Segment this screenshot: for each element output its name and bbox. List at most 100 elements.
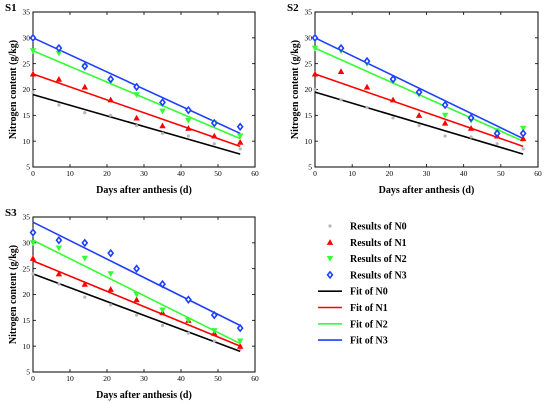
y-tick-label: 30 [305, 33, 313, 42]
y-tick-label: 35 [23, 213, 31, 222]
data-point [29, 33, 37, 43]
data-point [135, 124, 139, 128]
panel-title: S1 [5, 2, 17, 14]
series-n2 [29, 240, 244, 345]
y-tick-label: 10 [305, 137, 313, 146]
x-tick-label: 50 [214, 169, 222, 178]
x-tick-label: 20 [103, 374, 111, 383]
y-tick-label: 5 [26, 368, 30, 377]
data-point [81, 61, 89, 71]
data-point [55, 75, 63, 82]
x-axis-label: Days after anthesis (d) [96, 185, 192, 196]
data-point [443, 134, 447, 138]
data-point [210, 310, 218, 320]
data-point [109, 303, 113, 307]
data-point [389, 74, 397, 84]
legend-label: Fit of N2 [350, 319, 388, 330]
y-tick-label: 5 [26, 163, 30, 172]
x-tick-label: 40 [460, 169, 468, 178]
data-point [133, 92, 140, 98]
x-axis-label: Days after anthesis (d) [379, 185, 475, 196]
x-tick-label: 20 [386, 169, 394, 178]
x-tick-label: 40 [177, 374, 185, 383]
data-point [521, 147, 525, 151]
legend-entry: Fit of N0 [318, 287, 388, 298]
legend-label: Results of N0 [350, 222, 407, 233]
data-point [55, 245, 63, 252]
data-point [237, 338, 244, 345]
legend-label: Results of N2 [350, 254, 407, 265]
data-point [495, 142, 499, 146]
data-point [212, 339, 216, 343]
data-point [237, 139, 244, 145]
y-tick-label: 25 [23, 59, 31, 68]
data-point [238, 147, 242, 151]
legend: Results of N0 Results of N1 Results of N2 R… [318, 222, 407, 347]
data-point [339, 98, 343, 102]
x-tick-label: 50 [214, 374, 222, 383]
data-point [81, 83, 88, 90]
data-point [160, 323, 165, 328]
x-tick-label: 40 [177, 169, 185, 178]
x-tick-label: 0 [31, 374, 35, 383]
x-tick-label: 10 [348, 169, 356, 178]
y-tick-label: 5 [308, 163, 312, 172]
data-point [211, 132, 218, 139]
data-point [519, 125, 527, 132]
y-tick-label: 10 [23, 137, 31, 146]
series-n0 [313, 87, 525, 151]
data-point [337, 43, 345, 53]
data-point [415, 87, 423, 97]
legend-entry: Fit of N3 [318, 336, 388, 347]
panel-s1: 0 10 20 30 40 50 60 5 10 15 20 25 30 35 S1 Days after a… [5, 2, 259, 196]
data-point [83, 295, 87, 299]
fit-line-n1 [32, 260, 241, 347]
data-point [417, 124, 421, 128]
series-n1 [29, 70, 244, 145]
x-tick-label: 30 [423, 169, 431, 178]
y-tick-label: 30 [23, 238, 31, 247]
data-point [236, 323, 244, 333]
data-point [107, 271, 114, 278]
data-point [185, 317, 192, 324]
panel-s3: 0 10 20 30 40 50 60 5 10 15 20 25 30 35 S3 Days after a… [5, 207, 259, 401]
series-n3 [29, 33, 244, 131]
data-point [467, 113, 475, 123]
data-point [135, 313, 139, 317]
x-tick-label: 50 [497, 169, 505, 178]
data-point [29, 48, 37, 54]
data-point [469, 135, 473, 139]
data-point [133, 291, 140, 298]
series-n1 [311, 68, 527, 142]
data-point [160, 131, 165, 136]
data-point [337, 68, 345, 74]
data-point [83, 111, 87, 115]
data-point [29, 228, 37, 237]
data-point [159, 307, 166, 314]
data-point [55, 50, 63, 57]
x-tick-label: 0 [313, 169, 317, 178]
fit-line-n3 [32, 221, 241, 327]
legend-entry: Results of N3 [326, 270, 407, 281]
x-tick-label: 10 [66, 169, 74, 178]
data-point [159, 108, 166, 115]
y-tick-label: 25 [23, 264, 31, 273]
panel-title: S3 [5, 207, 17, 219]
data-point [311, 45, 319, 52]
data-point [184, 105, 192, 115]
x-tick-label: 60 [251, 374, 259, 383]
data-point [237, 342, 244, 349]
data-point [107, 96, 114, 103]
data-point [211, 328, 218, 334]
data-point [31, 90, 35, 94]
data-point [185, 125, 192, 131]
y-tick-label: 20 [23, 290, 31, 299]
x-tick-label: 60 [534, 169, 542, 178]
y-tick-label: 20 [305, 85, 313, 94]
legend-entry: Fit of N1 [318, 303, 388, 314]
data-point [31, 272, 35, 276]
panel-s2: 0 10 20 30 40 50 60 5 10 15 20 25 30 35 S2 Days after a… [287, 2, 542, 196]
data-point [186, 331, 190, 335]
data-point [391, 116, 395, 120]
data-point [109, 113, 113, 117]
